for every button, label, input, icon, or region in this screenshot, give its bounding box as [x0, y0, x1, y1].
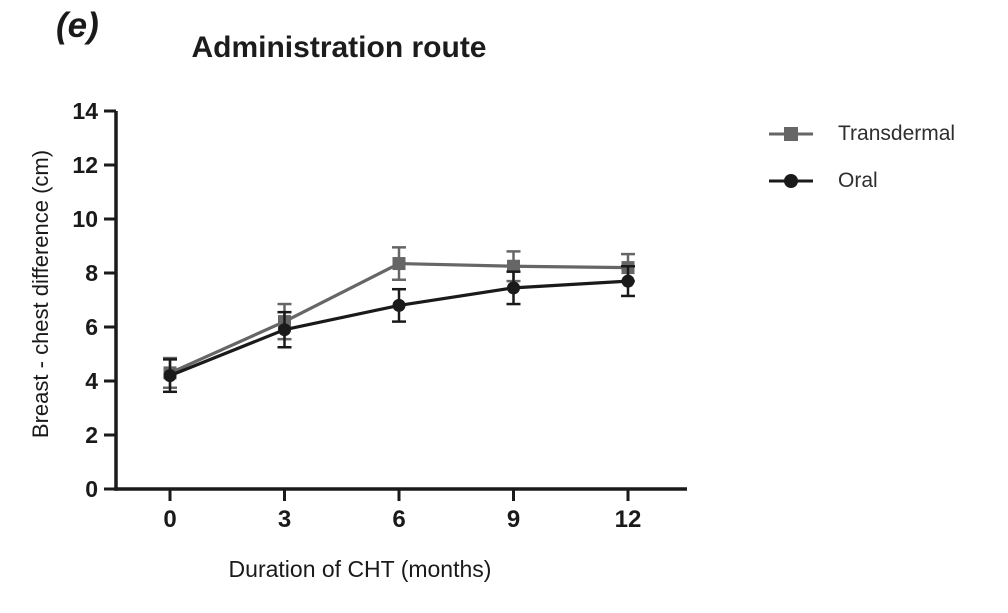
legend-label-oral: Oral [838, 169, 878, 192]
axes [114, 111, 687, 491]
x-ticks: 0 3 6 9 12 [163, 489, 641, 533]
y-tick-label: 8 [85, 260, 98, 286]
y-tick-label: 10 [72, 206, 98, 232]
data-point-square [392, 257, 406, 271]
x-tick-label: 9 [507, 506, 520, 533]
legend-item-oral: Oral [769, 167, 955, 195]
data-point-circle [278, 323, 292, 337]
data-point-circle [163, 369, 177, 383]
y-tick-label: 14 [72, 98, 98, 124]
y-tick-label: 6 [85, 314, 98, 340]
y-tick-label: 2 [85, 422, 98, 448]
y-ticks: 0 2 4 6 8 10 12 14 [72, 98, 116, 502]
legend-label-transdermal: Transdermal [838, 122, 956, 145]
y-tick-label: 4 [85, 368, 98, 394]
legend: Transdermal Oral [769, 120, 955, 195]
x-axis-title: Duration of CHT (months) [228, 556, 492, 582]
x-tick-label: 6 [392, 506, 405, 533]
x-tick-label: 12 [615, 506, 642, 533]
panel-label: (e) [56, 6, 99, 45]
chart-title: Administration route [191, 31, 487, 64]
square-marker-icon [769, 127, 813, 141]
data-point-circle [621, 274, 635, 288]
y-tick-label: 0 [85, 476, 98, 502]
circle-marker-icon [769, 174, 813, 188]
y-axis-title: Breast - chest difference (cm) [28, 149, 53, 439]
data-point-square [507, 259, 521, 273]
y-tick-label: 12 [72, 152, 98, 178]
series-oral [163, 265, 636, 394]
legend-item-transdermal: Transdermal [769, 120, 955, 148]
x-tick-label: 3 [278, 506, 291, 533]
data-point-circle [392, 298, 406, 312]
x-tick-label: 0 [163, 506, 176, 533]
data-point-circle [507, 281, 521, 295]
